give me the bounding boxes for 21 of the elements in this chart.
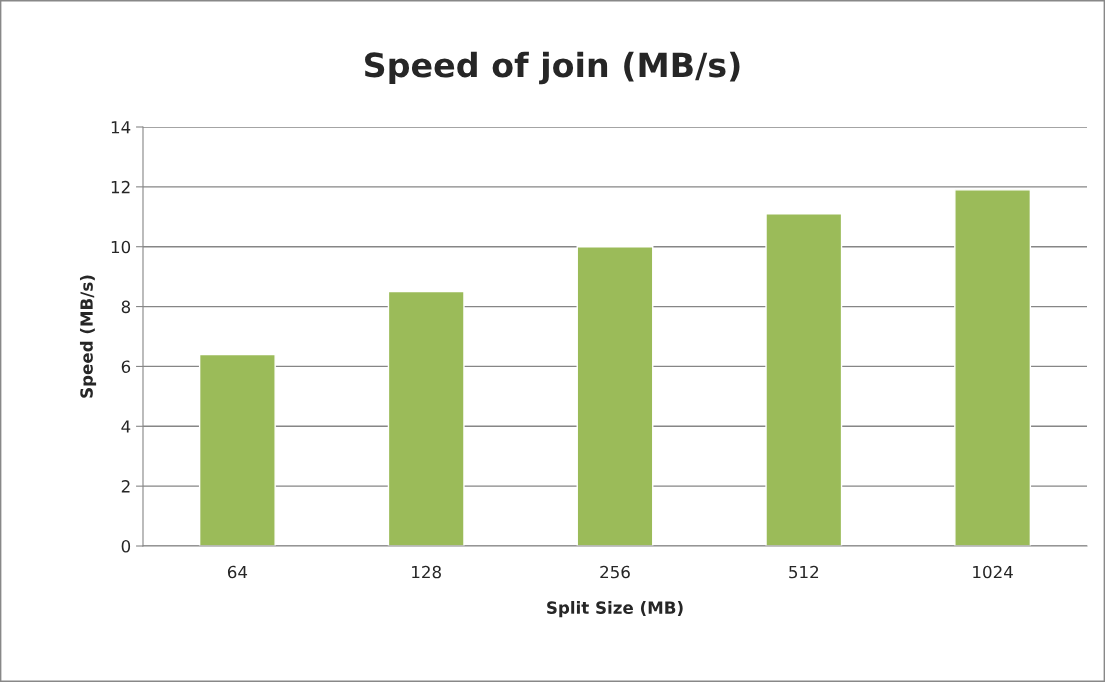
bar (765, 213, 843, 546)
y-axis-title: Speed (MB/s) (79, 275, 97, 398)
chart-title: Speed of join (MB/s) (365, 51, 740, 85)
y-tick-label: 4 (121, 420, 131, 433)
y-tick-label: 2 (121, 480, 130, 493)
x-axis-title: Split Size (MB) (547, 601, 683, 618)
x-tick-label: 64 (227, 565, 248, 579)
bar (954, 189, 1032, 546)
x-tick-label: 512 (789, 565, 819, 579)
y-tick-label: 10 (111, 240, 131, 254)
x-tick-label: 256 (600, 565, 630, 579)
y-tick-label: 14 (111, 121, 131, 134)
bar (198, 353, 276, 546)
y-tick-label: 0 (121, 539, 131, 553)
x-tick-label: 1024 (973, 565, 1013, 579)
y-tick-label: 12 (111, 180, 130, 194)
x-tick-label: 128 (412, 565, 441, 579)
y-tick-label: 6 (121, 360, 131, 373)
bar (576, 246, 654, 546)
y-tick-label: 8 (121, 300, 131, 314)
bar (387, 290, 465, 546)
